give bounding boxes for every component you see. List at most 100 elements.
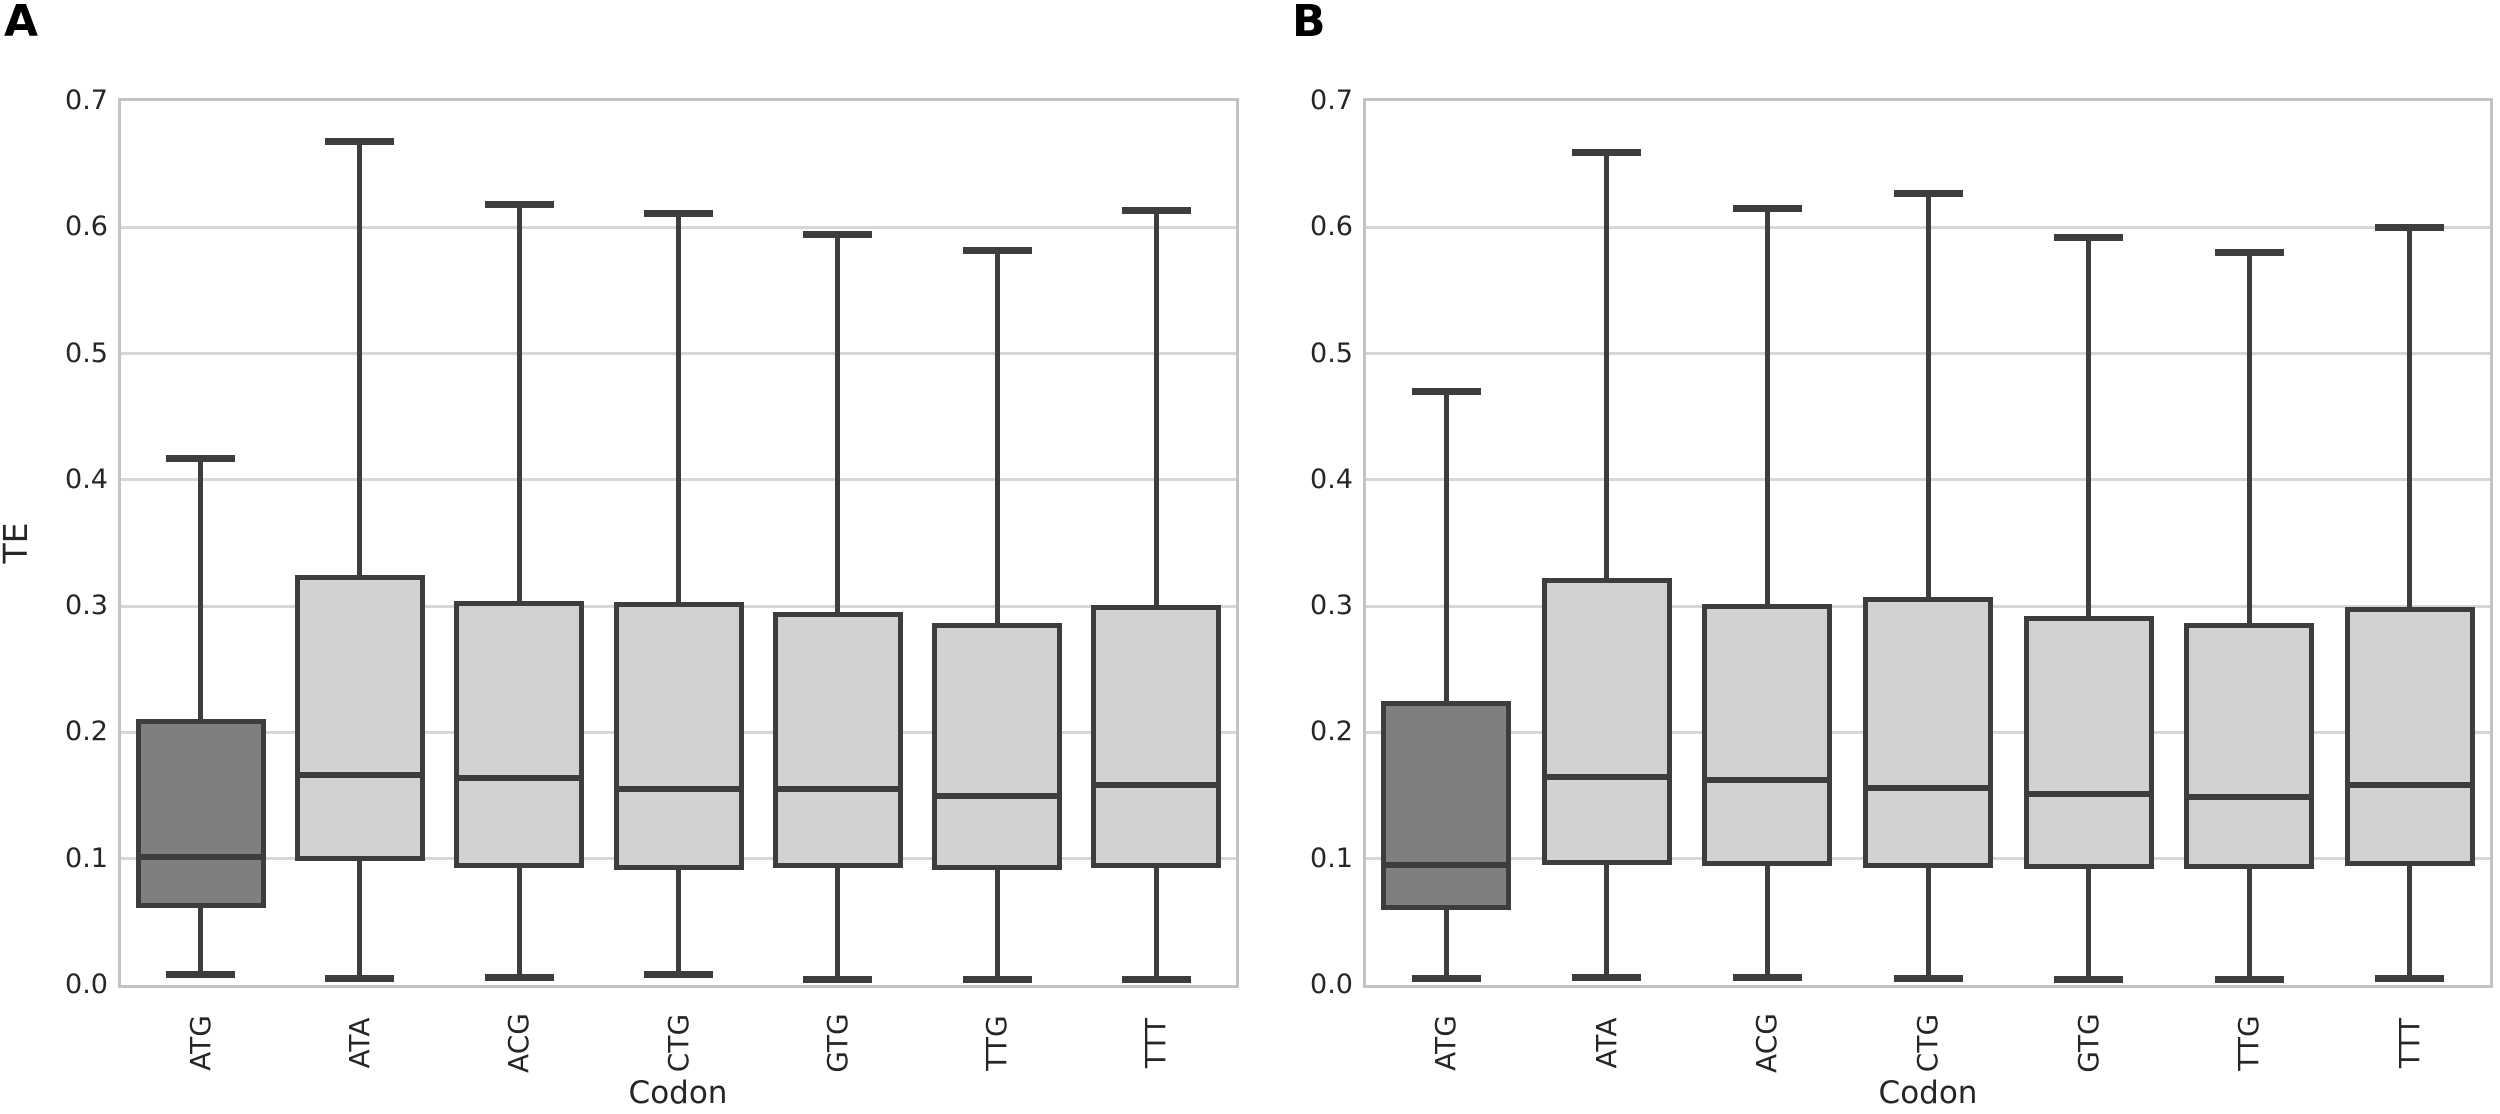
median-line-ctg [1867,784,1989,791]
lower-whisker-gtg [2086,868,2092,980]
upper-whisker-cap-ctg [644,209,713,217]
y-tick-label-0.7: 0.7 [1310,85,1353,116]
upper-whisker-ata [1604,152,1610,579]
lower-whisker-ata [1604,865,1610,978]
upper-whisker-ctg [1925,193,1931,598]
panel-a-letter: A [4,0,39,47]
panel-a-x-axis-label: Codon [628,1075,728,1111]
lower-whisker-cap-ctg [644,971,713,979]
iqr-box-acg [454,601,585,868]
x-tick-label-ttt: TTT [1139,1017,1173,1069]
y-tick-label-0.1: 0.1 [65,842,108,874]
lower-whisker-atg [1443,910,1449,979]
y-tick-label-0.4: 0.4 [65,463,108,495]
upper-whisker-cap-acg [1732,204,1802,212]
median-line-ata [298,772,421,779]
y-tick-label-0.6: 0.6 [65,211,108,243]
upper-whisker-cap-atg [166,454,236,462]
lower-whisker-ctg [676,870,681,975]
y-axis-label-te: TE [0,522,35,564]
upper-whisker-cap-ata [325,137,395,145]
median-line-ata [1545,773,1668,780]
iqr-box-gtg [772,612,903,868]
x-tick-label-atg: ATG [183,1015,217,1071]
x-tick-label-acg: ACG [502,1013,536,1073]
iqr-box-acg [1702,603,1833,867]
upper-whisker-ttg [2246,252,2252,623]
median-line-ttg [2188,793,2311,800]
upper-whisker-acg [516,204,522,602]
iqr-box-ttg [932,622,1063,871]
upper-whisker-cap-atg [1411,387,1481,395]
lower-whisker-ttt [1153,867,1159,980]
lower-whisker-cap-acg [484,973,554,981]
upper-whisker-cap-ata [1572,149,1642,157]
lower-whisker-cap-ttg [2214,976,2284,984]
upper-whisker-cap-ttg [2214,249,2284,257]
lower-whisker-ctg [1925,867,1931,979]
lower-whisker-cap-ata [325,975,395,983]
y-tick-label-0.7: 0.7 [65,85,108,116]
upper-whisker-ata [357,141,363,575]
lower-whisker-cap-ttt [2375,975,2445,983]
upper-whisker-gtg [2086,237,2092,617]
upper-whisker-cap-ttt [2375,223,2445,231]
upper-whisker-cap-ttt [1121,207,1191,215]
iqr-box-ctg [613,602,744,871]
lower-whisker-ttg [2246,868,2252,980]
iqr-box-ttt [2344,607,2475,867]
x-tick-label-gtg: GTG [2071,1013,2105,1073]
x-tick-label-ttg: TTG [2232,1015,2266,1071]
upper-whisker-cap-gtg [803,231,873,239]
lower-whisker-cap-ttt [1121,976,1191,984]
iqr-box-atg [1381,700,1512,911]
upper-whisker-gtg [835,234,841,613]
lower-whisker-acg [516,867,522,978]
median-line-gtg [776,786,899,793]
x-tick-label-ata: ATA [342,1017,376,1069]
x-tick-label-ttt: TTT [2392,1017,2426,1069]
median-line-ttg [936,792,1059,799]
panel-b-letter: B [1292,0,1326,47]
panel-b-plot-area: 0.0 0.1 0.2 0.3 0.4 0.5 0.6 0.7 ATG ATA ACG CTG GTG T… [1310,85,2493,1073]
lower-whisker-cap-atg [166,971,236,979]
upper-whisker-cap-ctg [1893,189,1963,197]
y-tick-label-0.3: 0.3 [65,590,108,622]
upper-whisker-acg [1764,208,1770,604]
lower-whisker-gtg [835,867,841,980]
upper-whisker-atg [1443,391,1449,701]
upper-whisker-ttg [994,250,1000,623]
median-line-ctg [617,786,740,793]
lower-whisker-cap-atg [1411,975,1481,983]
lower-whisker-ttt [2407,866,2413,979]
median-line-atg [139,854,262,861]
y-tick-label-0.4: 0.4 [1310,463,1353,495]
lower-whisker-cap-gtg [2054,976,2124,984]
y-tick-label-0.1: 0.1 [1310,842,1353,874]
y-tick-label-0.2: 0.2 [65,716,108,748]
lower-whisker-cap-gtg [803,976,873,984]
x-tick-label-acg: ACG [1750,1013,1784,1073]
median-line-acg [1706,777,1829,784]
lower-whisker-cap-ttg [962,976,1032,984]
upper-whisker-cap-acg [484,201,554,209]
upper-whisker-cap-ttg [962,246,1032,254]
median-line-acg [458,774,581,781]
y-tick-label-0.6: 0.6 [1310,211,1353,243]
median-line-ttt [2348,782,2471,789]
lower-whisker-ata [357,861,363,979]
iqr-box-ctg [1863,597,1993,868]
median-line-atg [1385,862,1508,869]
y-tick-label-0.3: 0.3 [1310,590,1353,622]
y-tick-label-0.2: 0.2 [1310,716,1353,748]
x-tick-label-atg: ATG [1429,1015,1463,1071]
x-tick-label-ata: ATA [1589,1017,1623,1069]
lower-whisker-ttg [994,870,1000,980]
median-line-gtg [2027,791,2150,798]
upper-whisker-ttt [1153,210,1159,605]
y-tick-label-0.5: 0.5 [65,337,108,369]
y-tick-label-0.5: 0.5 [1310,337,1353,369]
iqr-box-ttt [1091,604,1222,868]
upper-whisker-ttt [2407,227,2413,608]
x-tick-label-gtg: GTG [820,1013,854,1073]
